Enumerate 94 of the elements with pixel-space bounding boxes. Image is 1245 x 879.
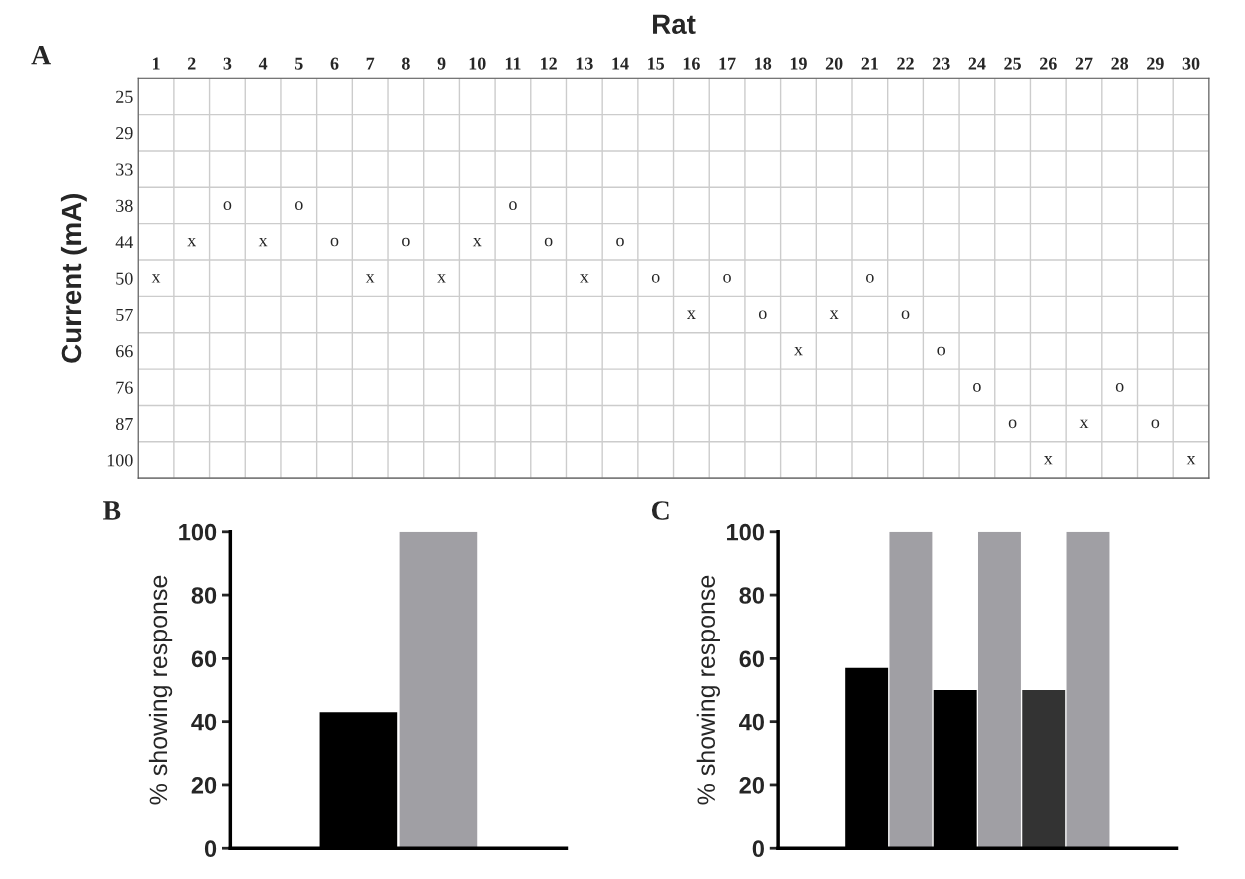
x-tick-label: 12	[541, 57, 557, 70]
chart-title: Rat	[653, 14, 696, 35]
text: x	[794, 346, 803, 356]
x-tick-label: 6	[330, 57, 339, 70]
x-tick-label: 15	[648, 57, 665, 70]
text: x	[1079, 419, 1089, 428]
text: C	[652, 501, 669, 520]
x-tick-label: 5	[295, 57, 303, 70]
x-tick-label: 21	[861, 57, 878, 70]
text: x	[1186, 456, 1196, 465]
y-tick-label: 40	[739, 713, 764, 731]
x-tick-label: 19	[790, 57, 807, 70]
text: o	[294, 201, 303, 211]
x-tick-label: 17	[719, 57, 736, 70]
text: o	[616, 237, 624, 247]
bar	[889, 531, 933, 849]
x-tick-label: 30	[1182, 57, 1200, 70]
text: x	[687, 310, 696, 319]
text: o	[866, 274, 874, 283]
text: x	[151, 274, 161, 283]
text: o	[544, 237, 553, 247]
text: A	[31, 45, 51, 65]
text: o	[402, 237, 410, 247]
x-tick-label: 3	[223, 57, 232, 70]
text: o	[330, 237, 339, 247]
y-tick-label: 0	[752, 840, 764, 858]
x-tick-label: 26	[1040, 57, 1057, 70]
text: B	[103, 501, 121, 520]
x-tick-label: 10	[469, 57, 486, 70]
bar	[977, 531, 1021, 849]
x-tick-label: 24	[968, 57, 986, 70]
text: x	[472, 237, 482, 247]
x-tick-label: 1	[152, 57, 160, 70]
y-tick-label: 40	[191, 713, 217, 731]
text: x	[579, 274, 589, 283]
text: o	[651, 274, 660, 283]
y-tick-label: 60	[191, 650, 217, 668]
text: o	[509, 201, 517, 211]
x-tick-label: 23	[932, 57, 950, 70]
y-tick-label: 0	[204, 840, 217, 858]
text: o	[973, 383, 981, 392]
text: o	[223, 201, 232, 211]
y-tick-label: 66	[116, 345, 133, 358]
x-tick-label: 9	[437, 57, 446, 70]
y-axis-title: Current (mA)	[60, 193, 87, 363]
y-tick-label: 29	[116, 127, 133, 140]
text: o	[937, 346, 946, 356]
y-tick-label: 57	[116, 309, 133, 321]
x-tick-label: 11	[505, 57, 521, 70]
text: x	[829, 310, 839, 319]
y-tick-label: 60	[739, 650, 764, 668]
x-tick-label: 28	[1111, 57, 1129, 70]
y-tick-label: 100	[727, 523, 764, 541]
x-tick-label: 25	[1004, 57, 1021, 70]
x-tick-label: 27	[1075, 57, 1093, 70]
y-tick-label: 87	[115, 417, 133, 431]
y-axis-title: % showing response	[696, 575, 720, 805]
y-tick-label: 20	[739, 777, 764, 794]
x-tick-label: 7	[366, 57, 375, 70]
text: o	[758, 310, 767, 320]
y-tick-label: 80	[739, 587, 764, 604]
y-tick-label: 44	[115, 236, 134, 249]
x-tick-label: 18	[755, 57, 772, 70]
x-tick-label: 2	[187, 57, 196, 70]
text: o	[1151, 419, 1160, 429]
y-tick-label: 38	[116, 199, 133, 212]
text: o	[1008, 419, 1017, 429]
text: x	[1043, 456, 1053, 465]
text: x	[258, 237, 268, 247]
y-tick-label: 33	[116, 163, 133, 176]
text: o	[723, 274, 731, 283]
y-tick-label: 100	[179, 523, 217, 541]
y-tick-label: 100	[107, 454, 133, 467]
y-tick-label: 25	[116, 90, 133, 103]
text: x	[187, 237, 197, 247]
x-tick-label: 20	[825, 57, 843, 70]
x-tick-label: 4	[258, 57, 268, 70]
bar	[1066, 531, 1110, 849]
x-tick-label: 29	[1147, 57, 1164, 70]
text: o	[901, 310, 910, 320]
y-tick-label: 80	[191, 587, 217, 604]
x-tick-label: 16	[683, 57, 700, 70]
y-tick-label: 20	[191, 777, 217, 794]
bar	[1022, 690, 1066, 849]
x-tick-label: 13	[576, 57, 593, 70]
text: x	[437, 274, 446, 283]
y-tick-label: 76	[116, 381, 133, 394]
text: o	[1115, 383, 1124, 392]
x-tick-label: 8	[401, 57, 410, 70]
text: x	[365, 274, 375, 283]
x-tick-label: 22	[897, 57, 914, 70]
y-axis-title: % showing response	[148, 575, 173, 805]
x-tick-label: 14	[612, 57, 629, 70]
y-tick-label: 50	[116, 272, 133, 285]
